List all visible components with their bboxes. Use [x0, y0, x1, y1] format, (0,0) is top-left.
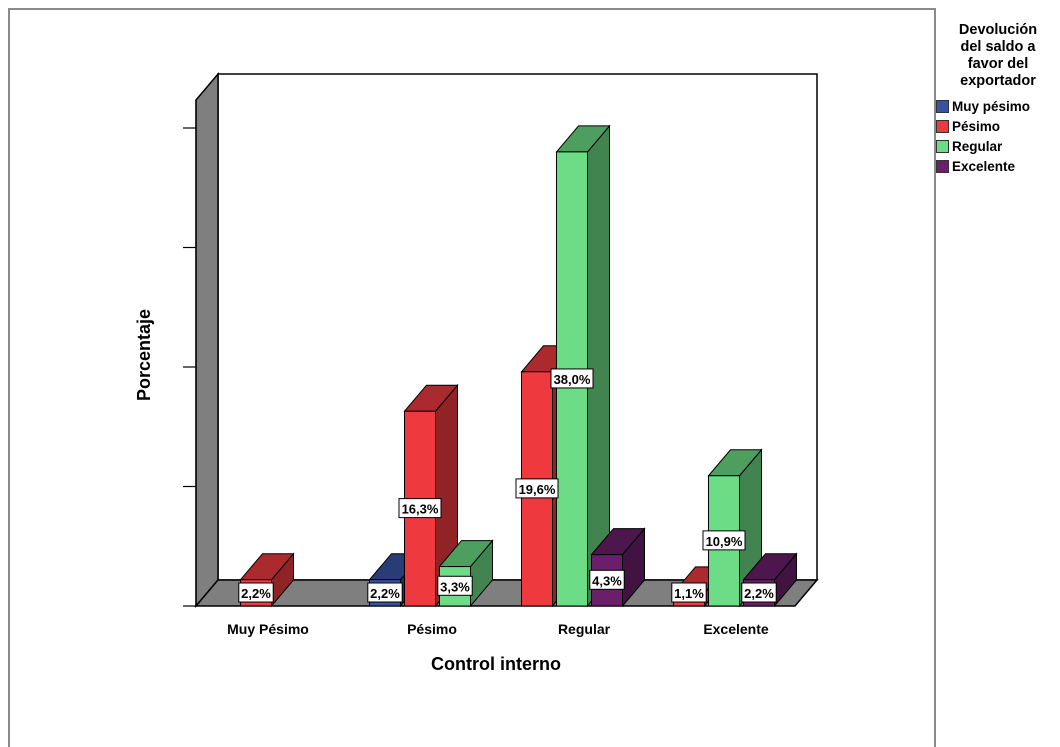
- legend-title: Devolución del saldo a favor del exporta…: [958, 22, 1038, 89]
- x-tick-label: Pésimo: [407, 621, 457, 637]
- data-label-box: [398, 498, 442, 519]
- data-label: 3,3%: [440, 579, 470, 594]
- data-label-box: [515, 478, 559, 499]
- legend-item: Regular: [936, 136, 1060, 156]
- legend-label: Muy pésimo: [952, 98, 1031, 114]
- data-label-box: [589, 569, 625, 590]
- legend-swatch: [936, 139, 949, 153]
- data-label-box: [671, 582, 707, 603]
- data-label: 2,2%: [370, 586, 400, 601]
- data-label-box: [238, 582, 274, 603]
- data-label: 38,0%: [554, 372, 591, 387]
- data-label: 16,3%: [402, 502, 439, 517]
- legend-label: Excelente: [952, 158, 1016, 174]
- data-label-box: [550, 368, 594, 389]
- data-label: 19,6%: [519, 482, 556, 497]
- data-label: 10,9%: [706, 534, 743, 549]
- legend-swatch: [936, 119, 949, 133]
- legend-swatch: [936, 159, 949, 173]
- data-label: 2,2%: [241, 586, 271, 601]
- legend-label: Pésimo: [952, 118, 1001, 134]
- data-label: 2,2%: [744, 586, 774, 601]
- x-tick-label: Excelente: [703, 621, 769, 637]
- chart-frame: [8, 8, 936, 747]
- bar-side: [587, 124, 610, 608]
- bar-chart: 2,2% 2,2% 16,3% 3,3% 19,6% 38,0% 4,3% 1,1% 10,9%…: [134, 71, 819, 674]
- data-label: 1,1%: [674, 586, 704, 601]
- legend-label: Regular: [952, 138, 1003, 154]
- data-label-box: [367, 582, 403, 603]
- legend: Devolución del saldo a favor del exporta…: [936, 22, 1060, 176]
- data-label: 4,3%: [592, 573, 622, 588]
- x-tick-label: Regular: [558, 621, 611, 637]
- data-label-box: [437, 575, 473, 596]
- data-label-box: [741, 582, 777, 603]
- chart-left-wall: [195, 71, 219, 609]
- legend-item: Pésimo: [936, 116, 1060, 136]
- data-label-box: [702, 530, 746, 551]
- legend-item: Excelente: [936, 156, 1060, 176]
- legend-swatch: [936, 99, 949, 113]
- x-axis-title: Control interno: [431, 654, 561, 674]
- y-axis-title: Porcentaje: [134, 309, 154, 401]
- x-tick-label: Muy Pésimo: [227, 621, 309, 637]
- legend-item: Muy pésimo: [936, 96, 1060, 116]
